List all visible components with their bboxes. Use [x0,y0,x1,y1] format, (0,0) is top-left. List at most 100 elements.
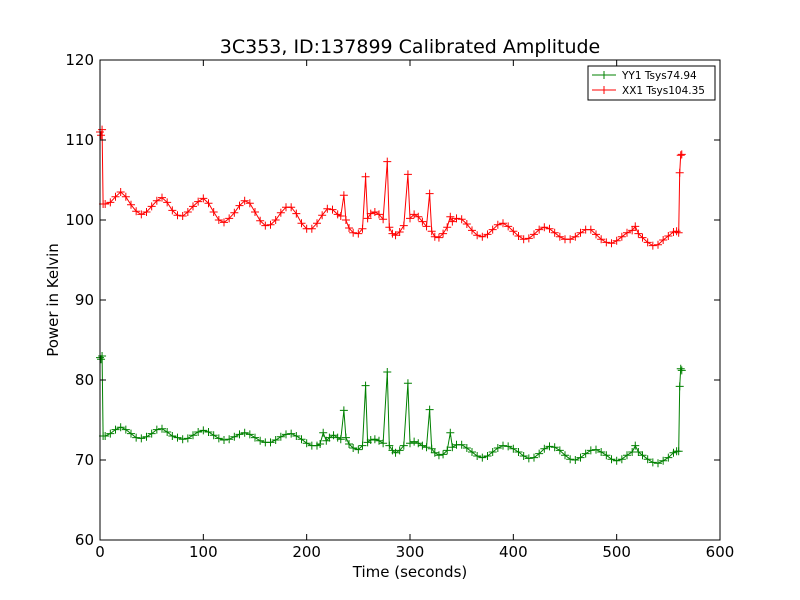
data-point [121,425,130,434]
data-point [654,240,662,249]
data-point [617,232,626,241]
data-point [121,192,130,201]
series-0 [96,352,686,468]
data-point [524,234,533,243]
y-tick-label: 90 [75,291,94,309]
data-point [178,435,187,444]
data-point [225,435,234,444]
data-point [414,439,423,448]
data-point [478,453,487,462]
data-point [163,428,172,436]
data-point [623,451,631,460]
data-point [597,448,606,456]
data-point [319,428,328,437]
data-point [345,440,354,448]
data-point [664,232,673,240]
data-point [168,206,177,215]
data-point [677,366,686,375]
data-point [276,208,285,217]
data-point [366,436,375,444]
x-tick-label: 200 [292,543,321,561]
data-point [468,448,476,456]
data-point [659,236,668,244]
data-point [245,199,254,208]
data-point [152,425,161,434]
series-layer [96,125,686,468]
data-point [307,224,316,233]
data-point [251,433,259,442]
data-point [276,432,285,441]
data-point [504,442,513,451]
data-point [199,194,208,203]
data-point [101,432,110,440]
data-point [292,209,301,218]
data-point [142,432,151,441]
data-point [173,433,182,442]
x-axis-title: Time (seconds) [352,563,468,581]
data-point [336,435,345,444]
legend-entry: YY1 Tsys74.94 [592,70,697,82]
data-point [240,196,249,205]
data-point [282,430,290,439]
data-point [251,208,259,216]
data-point [638,233,647,242]
data-point [634,448,643,456]
data-point [425,405,434,414]
data-point [659,456,668,465]
data-point [468,226,476,235]
data-point [664,453,673,462]
legend-box [587,65,716,101]
data-point [363,214,372,223]
data-point [448,217,457,226]
data-point [504,222,513,231]
data-point [230,432,239,441]
data-point [643,455,652,464]
data-point [183,208,192,216]
data-point [648,458,657,467]
data-point [235,430,244,439]
data-point [514,448,523,456]
series-1 [96,125,686,250]
data-point [545,442,554,451]
data-point [674,447,683,456]
data-point [256,216,265,225]
data-point [675,168,684,177]
data-point [550,228,559,237]
data-point [147,202,156,211]
data-point [478,232,487,241]
data-point [209,431,218,440]
y-tick-label: 100 [65,211,94,229]
data-point [214,216,223,224]
data-point [316,440,325,448]
data-point [358,224,367,233]
data-point [674,228,683,237]
data-point [439,450,448,459]
y-tick-label: 120 [65,51,94,69]
y-tick-label: 110 [65,131,94,149]
data-point [375,210,383,219]
data-point [425,189,434,198]
data-point [152,196,161,205]
data-point [220,218,228,227]
data-point [535,225,544,234]
data-point [617,455,626,464]
x-tick-label: 600 [706,543,735,561]
data-point [519,452,528,460]
data-point [586,225,595,234]
data-point [116,188,125,196]
data-point [339,406,348,415]
data-point [266,438,275,447]
data-point [607,455,616,464]
y-tick-label: 60 [75,531,94,549]
data-point [127,200,135,209]
data-point [535,449,544,458]
data-point [446,428,455,437]
data-point [328,205,337,214]
data-point [592,445,600,454]
data-point [391,448,400,457]
data-point [430,232,439,241]
data-point [302,439,311,448]
data-point [545,224,554,233]
data-point [349,444,358,452]
y-tick-label: 70 [75,451,94,469]
